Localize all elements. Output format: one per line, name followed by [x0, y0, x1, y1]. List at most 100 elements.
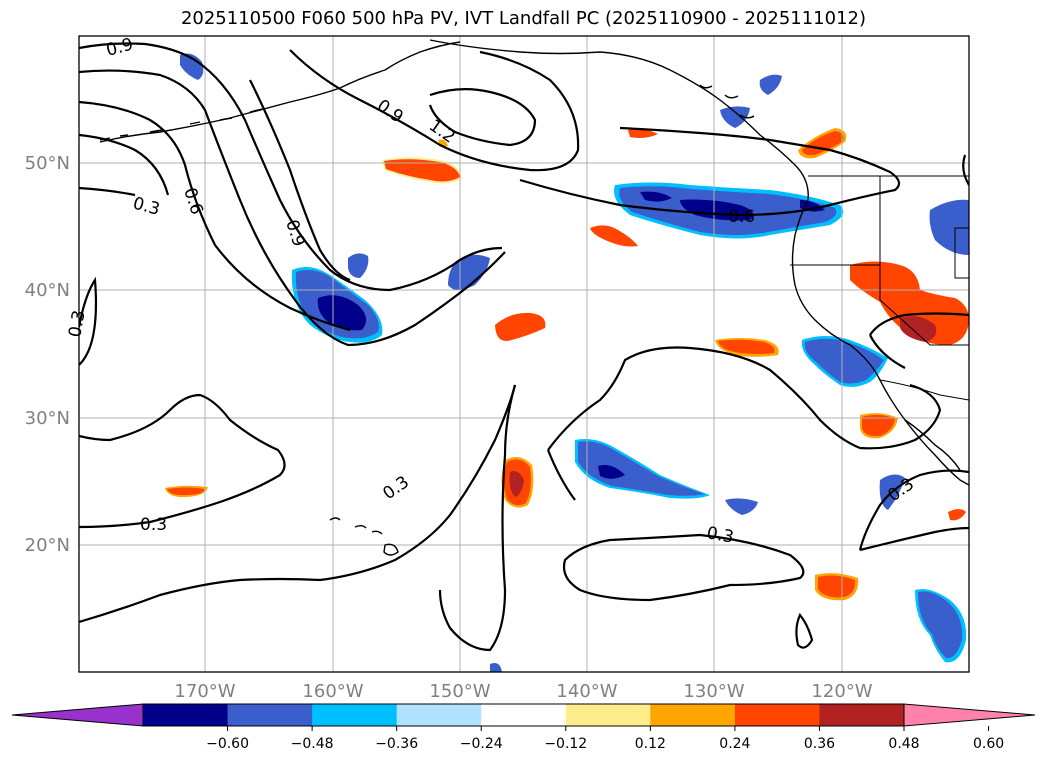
contour-line [858, 469, 969, 551]
contour-line [438, 384, 517, 652]
contour-line [79, 69, 506, 347]
contour-label: 1.2 [425, 116, 459, 148]
contour-line [869, 334, 906, 369]
positive-anomaly-area [628, 129, 658, 138]
negative-anomaly-area [180, 53, 204, 80]
negative-anomaly-area [317, 295, 367, 331]
contour-label: 0.9 [281, 217, 308, 249]
positive-anomaly-area [802, 131, 844, 156]
contour-line [962, 154, 969, 186]
positive-anomaly-area [948, 509, 966, 521]
contour-line [859, 526, 969, 552]
gridlines [79, 36, 969, 672]
coastlines [99, 39, 969, 556]
positive-anomaly-area [495, 312, 546, 341]
lon-tick-label: 160°W [302, 681, 363, 702]
colorbar: −0.60 −0.48 −0.36 −0.24 −0.12 0.12 0.24 0.36 0.4… [11, 703, 1036, 752]
negative-anomaly-area [725, 498, 758, 515]
positive-anomaly-area [718, 339, 775, 354]
lon-tick-label: 120°W [811, 681, 872, 702]
lon-axis: 170°W 160°W 150°W 140°W 130°W 120°W [174, 681, 872, 702]
lat-tick-label: 20°N [25, 535, 70, 556]
colorbar-tick-label: −0.24 [460, 736, 503, 752]
alaska-peninsula [429, 39, 809, 201]
negative-anomaly-area [759, 74, 782, 95]
colorbar-cell [565, 704, 651, 726]
negative-anomaly-area [598, 465, 625, 479]
contour-label: 0.9 [104, 35, 135, 61]
negative-anomaly-area [918, 591, 963, 659]
colorbar-cell [396, 704, 482, 726]
contour-label: 0.3 [379, 472, 413, 504]
colorbar-tick-label: −0.12 [544, 736, 587, 752]
contour-line [547, 346, 942, 451]
colorbar-tick-label: 0.12 [635, 736, 666, 752]
colorbar-cell [481, 704, 567, 726]
colorbar-tick-label: 0.36 [804, 736, 835, 752]
contour-line [79, 100, 351, 332]
positive-anomaly-area [509, 471, 524, 497]
negative-anomaly-area [929, 199, 969, 255]
state-border [790, 264, 969, 346]
colorbar-cell [227, 704, 313, 726]
map-frame [78, 35, 970, 673]
contour-line [79, 384, 517, 624]
contour-line [79, 133, 170, 196]
positive-anomaly-area [862, 414, 895, 437]
colorbar-cell [734, 704, 820, 726]
map-title: 2025110500 F060 500 hPa PV, IVT Landfall… [180, 8, 867, 29]
alaska-coast [99, 41, 461, 143]
contour-lines [79, 42, 969, 652]
contour-line [795, 612, 814, 649]
positive-anomaly-area [818, 575, 856, 598]
contour-label: 0.6 [728, 207, 755, 227]
contour-label: 0.3 [140, 515, 167, 535]
colorbar-cell [312, 704, 398, 726]
lat-tick-label: 30°N [25, 408, 70, 429]
colorbar-tick-label: −0.36 [375, 736, 418, 752]
lat-axis: 50°N 40°N 30°N 20°N [25, 153, 70, 556]
contour-line [546, 449, 576, 501]
hawaii-islands [329, 517, 399, 556]
contour-line [79, 276, 98, 366]
bc-islands [699, 84, 755, 119]
contour-line [562, 533, 805, 602]
negative-anomaly-area [448, 254, 490, 290]
colorbar-extend-low [11, 703, 144, 727]
contour-label: 0.6 [179, 185, 206, 217]
us-west-coast [791, 199, 969, 486]
colorbar-cell [143, 704, 229, 726]
aleutian-islands [99, 108, 263, 141]
contour-label: 0.3 [705, 523, 735, 547]
contour-line [79, 42, 503, 292]
state-border [954, 227, 969, 279]
colorbar-tick-label: −0.60 [206, 736, 249, 752]
baja-coast [904, 419, 961, 471]
lon-tick-label: 140°W [556, 681, 617, 702]
contour-line [869, 312, 969, 336]
lat-tick-label: 50°N [25, 153, 70, 174]
negative-anomaly-area [804, 338, 884, 384]
contour-label: 0.3 [65, 309, 89, 339]
negative-anomaly-area [720, 106, 750, 128]
colorbar-tick-label: 0.60 [973, 736, 1004, 752]
lon-tick-label: 130°W [683, 681, 744, 702]
contour-line [289, 49, 580, 172]
positive-anomaly-area [590, 225, 638, 247]
negative-anomaly-area [640, 191, 825, 221]
positive-anomaly-area [900, 316, 937, 342]
colorbar-cell [819, 704, 905, 726]
colorbar-cell [650, 704, 736, 726]
colorbar-outline [142, 703, 905, 727]
positive-anomaly-area [167, 487, 205, 496]
negative-anomaly-area [348, 253, 369, 278]
contour-line [428, 88, 537, 147]
contour-label: 0.3 [131, 194, 162, 220]
lon-tick-label: 170°W [174, 681, 235, 702]
positive-anomaly-area [384, 159, 460, 182]
colorbar-tick-label: 0.48 [888, 736, 919, 752]
negative-anomaly-area [578, 441, 705, 496]
colorbar-tick-label: −0.48 [291, 736, 334, 752]
contour-line [79, 393, 286, 529]
